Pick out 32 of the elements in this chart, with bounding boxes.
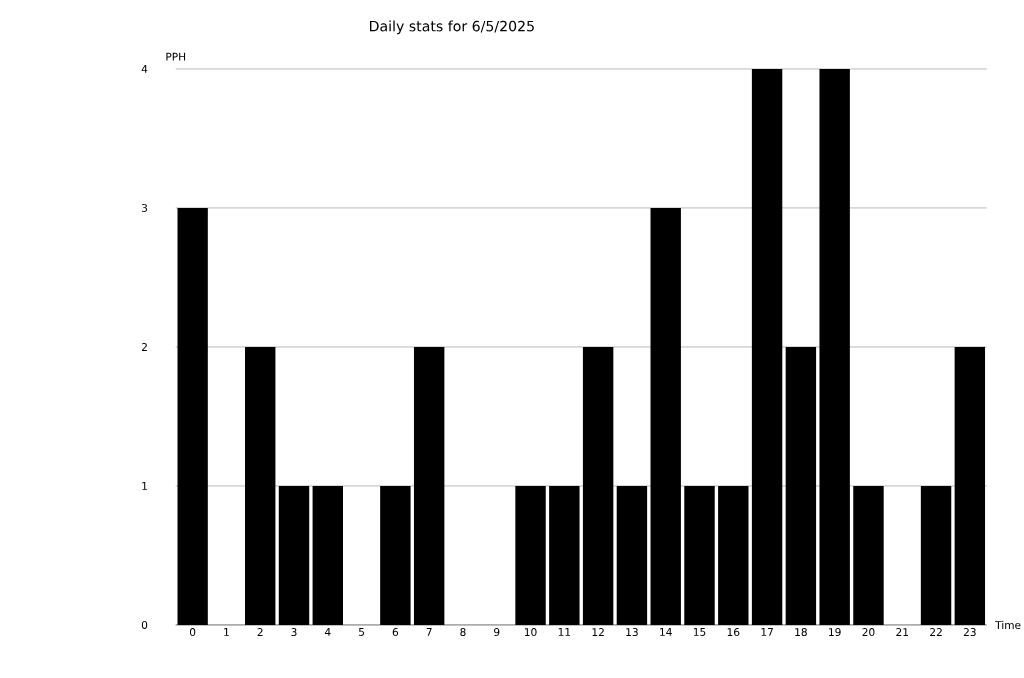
x-tick-label: 11 xyxy=(558,628,571,636)
x-tick-label: 13 xyxy=(626,628,638,637)
y-tick-label: 0 xyxy=(141,621,148,630)
y-tick-label: 4 xyxy=(141,65,148,73)
x-tick-label: 16 xyxy=(727,628,740,637)
chart-title: Daily stats for 6/5/2025 xyxy=(370,20,534,35)
x-tick-label: 15 xyxy=(693,628,706,637)
x-tick-label: 19 xyxy=(829,628,841,637)
x-tick-label: 5 xyxy=(359,628,365,637)
y-tick-label: 3 xyxy=(141,204,148,213)
y-tick-label: 2 xyxy=(141,343,147,351)
x-tick-label: 9 xyxy=(494,628,500,637)
x-tick-label: 14 xyxy=(660,628,672,636)
x-tick-label: 12 xyxy=(592,628,604,637)
x-tick-label: 3 xyxy=(291,628,297,637)
x-tick-label: 18 xyxy=(795,628,807,637)
x-tick-label: 8 xyxy=(460,628,466,637)
x-tick-label: 21 xyxy=(896,628,909,637)
x-tick-label: 10 xyxy=(524,628,537,637)
x-tick-label: 2 xyxy=(257,628,263,637)
x-tick-label: 0 xyxy=(189,628,196,637)
x-tick-label: 7 xyxy=(426,628,432,636)
y-axis-title: PPH xyxy=(166,52,186,61)
x-tick-label: 17 xyxy=(761,628,773,636)
y-tick-label: 1 xyxy=(142,482,147,490)
x-axis-title: Time xyxy=(995,620,1021,630)
x-tick-label: 23 xyxy=(963,628,976,637)
x-tick-label: 22 xyxy=(930,628,942,637)
x-tick-label: 20 xyxy=(862,628,875,637)
x-tick-label: 1 xyxy=(224,628,229,636)
x-tick-label: 4 xyxy=(324,628,331,636)
x-tick-label: 6 xyxy=(392,628,399,637)
